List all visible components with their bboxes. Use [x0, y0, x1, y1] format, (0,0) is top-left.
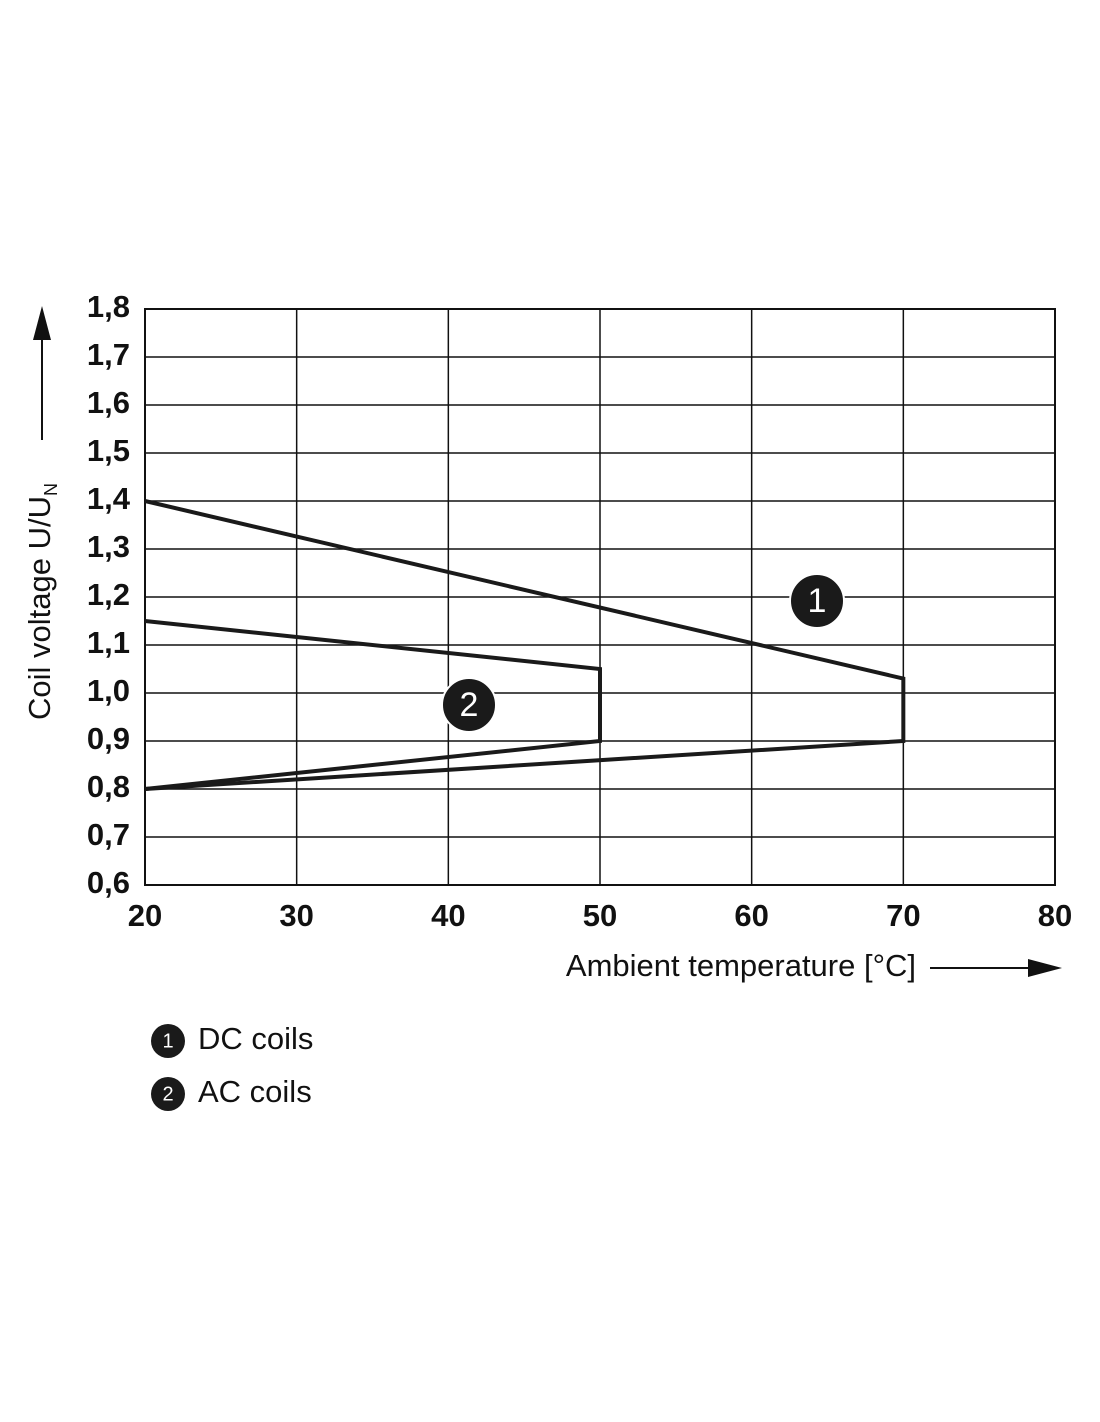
- legend-label: AC coils: [198, 1074, 312, 1109]
- line: [144, 619, 602, 791]
- x-tick-label: 80: [1038, 898, 1072, 933]
- y-tick-label: 0,7: [87, 817, 130, 852]
- annotation-badge: [441, 677, 497, 733]
- y-axis-arrow: [33, 306, 51, 440]
- x-tick-label: 20: [128, 898, 162, 933]
- y-tick-label: 0,9: [87, 721, 130, 756]
- x-tick-label: 60: [734, 898, 768, 933]
- legend-marker: 1: [162, 1030, 173, 1052]
- y-tick-label: 0,8: [87, 769, 130, 804]
- x-axis-label: Ambient temperature [°C]: [566, 948, 916, 983]
- x-axis-arrow: [930, 959, 1062, 977]
- y-tick-label: 1,2: [87, 577, 130, 612]
- y-tick-label: 1,6: [87, 385, 130, 420]
- annotation-label: 1: [808, 582, 827, 620]
- y-tick-label: 0,6: [87, 865, 130, 900]
- x-tick-label: 40: [431, 898, 465, 933]
- legend-label: DC coils: [198, 1021, 313, 1056]
- y-axis-label: Coil voltage U/UN: [22, 483, 61, 720]
- x-tick-label: 70: [886, 898, 920, 933]
- x-tick-label: 50: [583, 898, 617, 933]
- y-tick-label: 1,7: [87, 337, 130, 372]
- y-axis-label-subscript: N: [41, 483, 61, 496]
- y-tick-label: 1,4: [87, 481, 131, 516]
- line: [144, 499, 906, 791]
- legend-marker: 2: [162, 1083, 173, 1105]
- legend-badge: [151, 1024, 185, 1058]
- y-tick-label: 1,3: [87, 529, 130, 564]
- legend-badge: [151, 1077, 185, 1111]
- x-tick-label: 30: [279, 898, 313, 933]
- y-tick-label: 1,0: [87, 673, 130, 708]
- plot-frame: [144, 308, 1056, 886]
- annotation-badge: [789, 573, 845, 629]
- y-axis-label-text: Coil voltage U/U: [22, 496, 57, 720]
- y-tick-label: 1,1: [87, 625, 130, 660]
- y-tick-label: 1,5: [87, 433, 130, 468]
- annotation-label: 2: [460, 686, 479, 724]
- y-tick-label: 1,8: [87, 289, 130, 324]
